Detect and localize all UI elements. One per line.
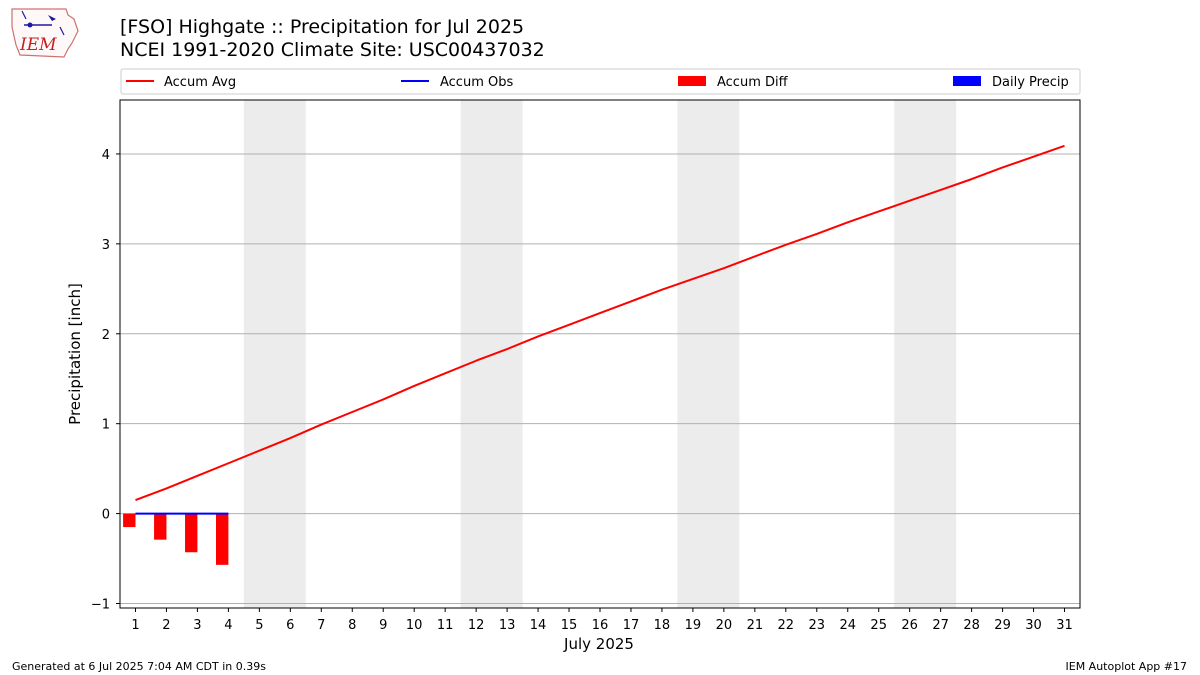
weekend-shade-3 (894, 100, 957, 608)
x-tick-label: 4 (224, 618, 232, 633)
x-tick-label: 29 (994, 618, 1011, 633)
x-tick-label: 2 (162, 618, 170, 633)
x-tick-label: 24 (839, 618, 856, 633)
weekend-shade-0 (243, 100, 306, 608)
chart-title: [FSO] Highgate :: Precipitation for Jul … (120, 16, 525, 38)
y-tick-label: 0 (102, 508, 110, 523)
x-tick-label: 14 (530, 618, 547, 633)
footer-app-text: IEM Autoplot App #17 (1065, 660, 1188, 673)
legend-label-accum-avg: Accum Avg (164, 75, 236, 90)
x-tick-label: 31 (1056, 618, 1073, 633)
x-tick-label: 13 (499, 618, 516, 633)
x-tick-label: 7 (317, 618, 325, 633)
x-tick-label: 30 (1025, 618, 1042, 633)
x-tick-label: 20 (716, 618, 733, 633)
accum-diff-bar (216, 513, 229, 565)
x-tick-label: 22 (778, 618, 795, 633)
x-tick-label: 6 (286, 618, 294, 633)
footer-generated-text: Generated at 6 Jul 2025 7:04 AM CDT in 0… (12, 660, 266, 673)
accum-diff-bar (123, 513, 136, 528)
x-tick-label: 15 (561, 618, 578, 633)
y-tick-label: 2 (102, 328, 110, 343)
x-tick-label: 1 (131, 618, 139, 633)
weekend-shade-2 (677, 100, 740, 608)
legend-label-accum-obs: Accum Obs (440, 75, 513, 90)
x-tick-label: 8 (348, 618, 356, 633)
y-tick-label: −1 (91, 598, 110, 613)
x-axis-label: July 2025 (563, 635, 634, 653)
x-tick-label: 27 (932, 618, 949, 633)
x-tick-label: 28 (963, 618, 980, 633)
x-tick-label: 19 (685, 618, 702, 633)
legend-label-daily-precip: Daily Precip (992, 75, 1069, 90)
accum-diff-bar (185, 513, 198, 553)
legend-swatch-accum-diff (678, 76, 706, 86)
iem-logo: IEM (11, 8, 79, 58)
x-tick-label: 3 (193, 618, 201, 633)
x-tick-label: 9 (379, 618, 387, 633)
x-tick-label: 23 (809, 618, 826, 633)
chart-subtitle: NCEI 1991-2020 Climate Site: USC00437032 (120, 39, 545, 61)
x-tick-label: 11 (437, 618, 454, 633)
x-tick-label: 12 (468, 618, 485, 633)
accum-diff-bar (154, 513, 167, 540)
x-tick-label: 10 (406, 618, 423, 633)
y-axis-label: Precipitation [inch] (66, 283, 84, 425)
x-tick-label: 5 (255, 618, 263, 633)
y-tick-label: 4 (102, 148, 110, 163)
legend-label-accum-diff: Accum Diff (717, 75, 789, 90)
legend-swatch-daily-precip (953, 76, 981, 86)
accum-avg-line (135, 144, 1065, 502)
x-tick-label: 21 (747, 618, 764, 633)
x-tick-label: 16 (592, 618, 609, 633)
y-tick-label: 1 (102, 418, 110, 433)
plot-frame (119, 99, 1081, 609)
x-tick-label: 17 (623, 618, 640, 633)
legend: Accum Avg Accum Obs Accum Diff Daily Pre… (120, 68, 1081, 95)
x-tick-label: 18 (654, 618, 671, 633)
x-tick-label: 25 (870, 618, 887, 633)
x-tick-label: 26 (901, 618, 918, 633)
y-tick-label: 3 (102, 238, 110, 253)
logo-text: IEM (19, 35, 57, 55)
